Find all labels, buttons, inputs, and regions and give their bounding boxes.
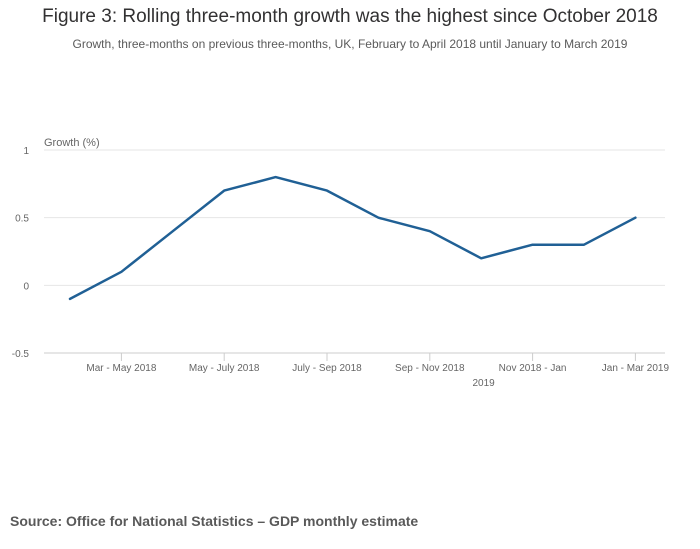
x-tick-label: Jan - Mar 2019: [602, 363, 670, 374]
x-tick-label: Nov 2018 - Jan 2019: [472, 363, 566, 389]
y-tick-label: -0.5: [12, 349, 30, 360]
x-tick-label: July - Sep 2018: [292, 363, 362, 374]
y-tick-label: 0.5: [15, 214, 29, 225]
x-tick-label: Mar - May 2018: [86, 363, 156, 374]
series-line-growth: [68, 175, 637, 301]
line-chart: -0.5 0 0.5 1 Growth (%) Mar - May 2018 May - J…: [12, 137, 670, 389]
y-axis-title: Growth (%): [44, 137, 100, 149]
chart-subtitle: Growth, three-months on previous three-m…: [72, 37, 628, 51]
source-note: Source: Office for National Statistics –…: [10, 513, 419, 529]
y-tick-label: 1: [23, 146, 29, 157]
x-tick-label: Sep - Nov 2018: [395, 363, 465, 374]
x-tick-label: May - July 2018: [189, 363, 260, 374]
chart-title: Figure 3: Rolling three-month growth was…: [42, 6, 658, 27]
y-tick-label: 0: [23, 281, 29, 292]
